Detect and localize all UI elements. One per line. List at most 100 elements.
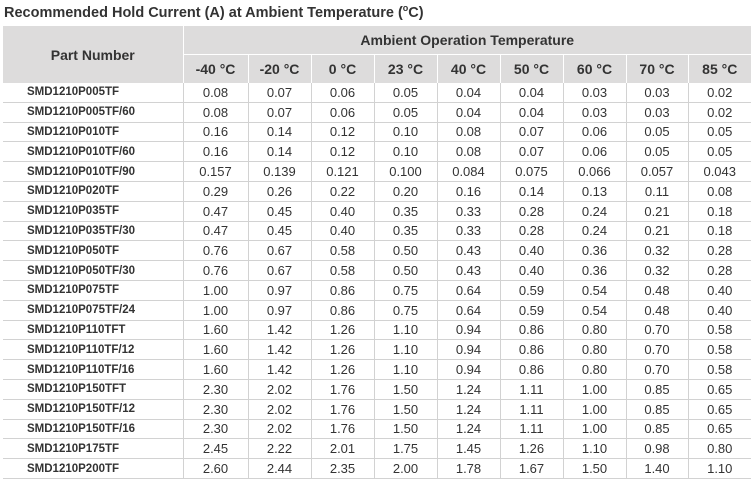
- hold-current-cell: 0.33: [436, 201, 500, 222]
- hold-current-cell: 0.03: [625, 83, 688, 103]
- hold-current-cell: 0.47: [182, 201, 248, 222]
- hold-current-cell: 0.05: [373, 102, 437, 123]
- hold-current-cell: 0.58: [687, 320, 751, 341]
- hold-current-cell: 0.20: [373, 181, 437, 202]
- hold-current-cell: 0.28: [499, 221, 563, 242]
- table-row: SMD1210P005TF 0.08 0.07 0.06 0.05 0.04 0.04 0.0…: [3, 83, 751, 103]
- hold-current-cell: 0.59: [499, 280, 563, 301]
- hold-current-cell: 0.21: [625, 201, 688, 222]
- hold-current-cell: 0.97: [247, 300, 311, 321]
- hold-current-cell: 0.08: [436, 141, 500, 163]
- hold-current-cell: 0.48: [625, 300, 688, 321]
- temperature-column-header: 40 °C: [436, 54, 500, 83]
- hold-current-cell: 2.30: [182, 419, 248, 440]
- hold-current-cell: 0.43: [436, 260, 500, 281]
- hold-current-cell: 0.40: [499, 240, 563, 262]
- hold-current-cell: 0.10: [373, 141, 437, 163]
- hold-current-cell: 1.76: [310, 379, 374, 400]
- part-number-cell: SMD1210P150TFT: [3, 379, 183, 400]
- hold-current-cell: 0.08: [436, 122, 500, 143]
- hold-current-cell: 0.084: [436, 161, 500, 182]
- hold-current-cell: 0.11: [625, 181, 688, 202]
- hold-current-cell: 0.80: [562, 359, 626, 380]
- part-number-cell: SMD1210P110TF/16: [3, 359, 183, 380]
- part-number-header: Part Number: [3, 26, 183, 83]
- hold-current-cell: 0.58: [687, 359, 751, 380]
- hold-current-cell: 1.26: [310, 339, 374, 361]
- hold-current-cell: 0.29: [182, 181, 248, 202]
- table-row: SMD1210P010TF 0.16 0.14 0.12 0.10 0.08 0.07 0.0…: [3, 122, 751, 143]
- hold-current-cell: 0.64: [436, 280, 500, 301]
- hold-current-cell: 0.32: [625, 260, 688, 281]
- hold-current-cell: 0.057: [625, 161, 688, 182]
- hold-current-cell: 0.86: [310, 280, 374, 301]
- hold-current-cell: 0.13: [562, 181, 626, 202]
- hold-current-cell: 0.40: [310, 221, 374, 242]
- hold-current-cell: 0.04: [436, 102, 500, 123]
- hold-current-cell: 0.65: [687, 419, 751, 440]
- temperature-column-header: 50 °C: [499, 54, 563, 83]
- hold-current-cell: 1.00: [182, 300, 248, 321]
- hold-current-cell: 1.10: [687, 458, 751, 479]
- hold-current-cell: 0.86: [499, 339, 563, 361]
- hold-current-cell: 1.00: [562, 399, 626, 420]
- part-number-cell: SMD1210P020TF: [3, 181, 183, 202]
- hold-current-cell: 1.60: [182, 339, 248, 361]
- hold-current-cell: 0.97: [247, 280, 311, 301]
- hold-current-cell: 1.11: [499, 399, 563, 420]
- hold-current-cell: 2.35: [310, 458, 374, 479]
- part-number-cell: SMD1210P075TF/24: [3, 300, 183, 321]
- hold-current-cell: 1.24: [436, 419, 500, 440]
- hold-current-cell: 0.54: [562, 300, 626, 321]
- hold-current-cell: 0.02: [687, 83, 751, 103]
- temperature-column-header: 70 °C: [625, 54, 688, 83]
- hold-current-cell: 0.80: [562, 320, 626, 341]
- hold-current-cell: 0.04: [436, 83, 500, 103]
- table-row: SMD1210P150TFT 2.30 2.02 1.76 1.50 1.24 1.11 1.…: [3, 379, 751, 400]
- hold-current-cell: 0.07: [499, 122, 563, 143]
- hold-current-cell: 2.00: [373, 458, 437, 479]
- hold-current-cell: 1.00: [182, 280, 248, 301]
- hold-current-cell: 0.07: [247, 83, 311, 103]
- temperature-column-header: 0 °C: [310, 54, 374, 83]
- table-row: SMD1210P020TF 0.29 0.26 0.22 0.20 0.16 0.14 0.1…: [3, 181, 751, 202]
- hold-current-cell: 0.12: [310, 141, 374, 163]
- hold-current-cell: 0.07: [499, 141, 563, 163]
- table-body: SMD1210P005TF 0.08 0.07 0.06 0.05 0.04 0.04 0.0…: [3, 83, 751, 479]
- hold-current-cell: 2.44: [247, 458, 311, 479]
- hold-current-cell: 1.60: [182, 359, 248, 380]
- hold-current-cell: 0.94: [436, 320, 500, 341]
- table-row: SMD1210P050TF/30 0.76 0.67 0.58 0.50 0.43 0.40…: [3, 260, 751, 281]
- hold-current-cell: 0.67: [247, 240, 311, 262]
- table-row: SMD1210P075TF/24 1.00 0.97 0.86 0.75 0.64 0.59…: [3, 300, 751, 321]
- hold-current-cell: 0.28: [687, 240, 751, 262]
- hold-current-cell: 0.40: [310, 201, 374, 222]
- hold-current-cell: 0.08: [687, 181, 751, 202]
- hold-current-cell: 1.10: [373, 320, 437, 341]
- hold-current-cell: 0.121: [310, 161, 374, 182]
- hold-current-cell: 0.45: [247, 201, 311, 222]
- hold-current-cell: 0.02: [687, 102, 751, 123]
- hold-current-cell: 0.05: [625, 141, 688, 163]
- hold-current-cell: 0.28: [499, 201, 563, 222]
- hold-current-cell: 0.03: [562, 102, 626, 123]
- table-row: SMD1210P110TF/12 1.60 1.42 1.26 1.10 0.94 0.86…: [3, 339, 751, 361]
- ambient-temperature-header: Ambient Operation Temperature: [182, 26, 751, 55]
- hold-current-cell: 1.26: [310, 320, 374, 341]
- hold-current-cell: 1.00: [562, 419, 626, 440]
- table-row: SMD1210P175TF 2.45 2.22 2.01 1.75 1.45 1.26 1.1…: [3, 438, 751, 460]
- hold-current-cell: 0.59: [499, 300, 563, 321]
- hold-current-cell: 1.40: [625, 458, 688, 479]
- hold-current-cell: 1.42: [247, 359, 311, 380]
- hold-current-cell: 0.45: [247, 221, 311, 242]
- hold-current-cell: 0.12: [310, 122, 374, 143]
- hold-current-cell: 0.67: [247, 260, 311, 281]
- hold-current-cell: 1.10: [373, 339, 437, 361]
- table-row: SMD1210P200TF 2.60 2.44 2.35 2.00 1.78 1.67 1.5…: [3, 458, 751, 479]
- hold-current-cell: 0.85: [625, 419, 688, 440]
- table-row: SMD1210P050TF 0.76 0.67 0.58 0.50 0.43 0.40 0.3…: [3, 240, 751, 262]
- hold-current-cell: 0.58: [310, 240, 374, 262]
- hold-current-cell: 0.40: [499, 260, 563, 281]
- hold-current-cell: 0.58: [687, 339, 751, 361]
- hold-current-cell: 0.139: [247, 161, 311, 182]
